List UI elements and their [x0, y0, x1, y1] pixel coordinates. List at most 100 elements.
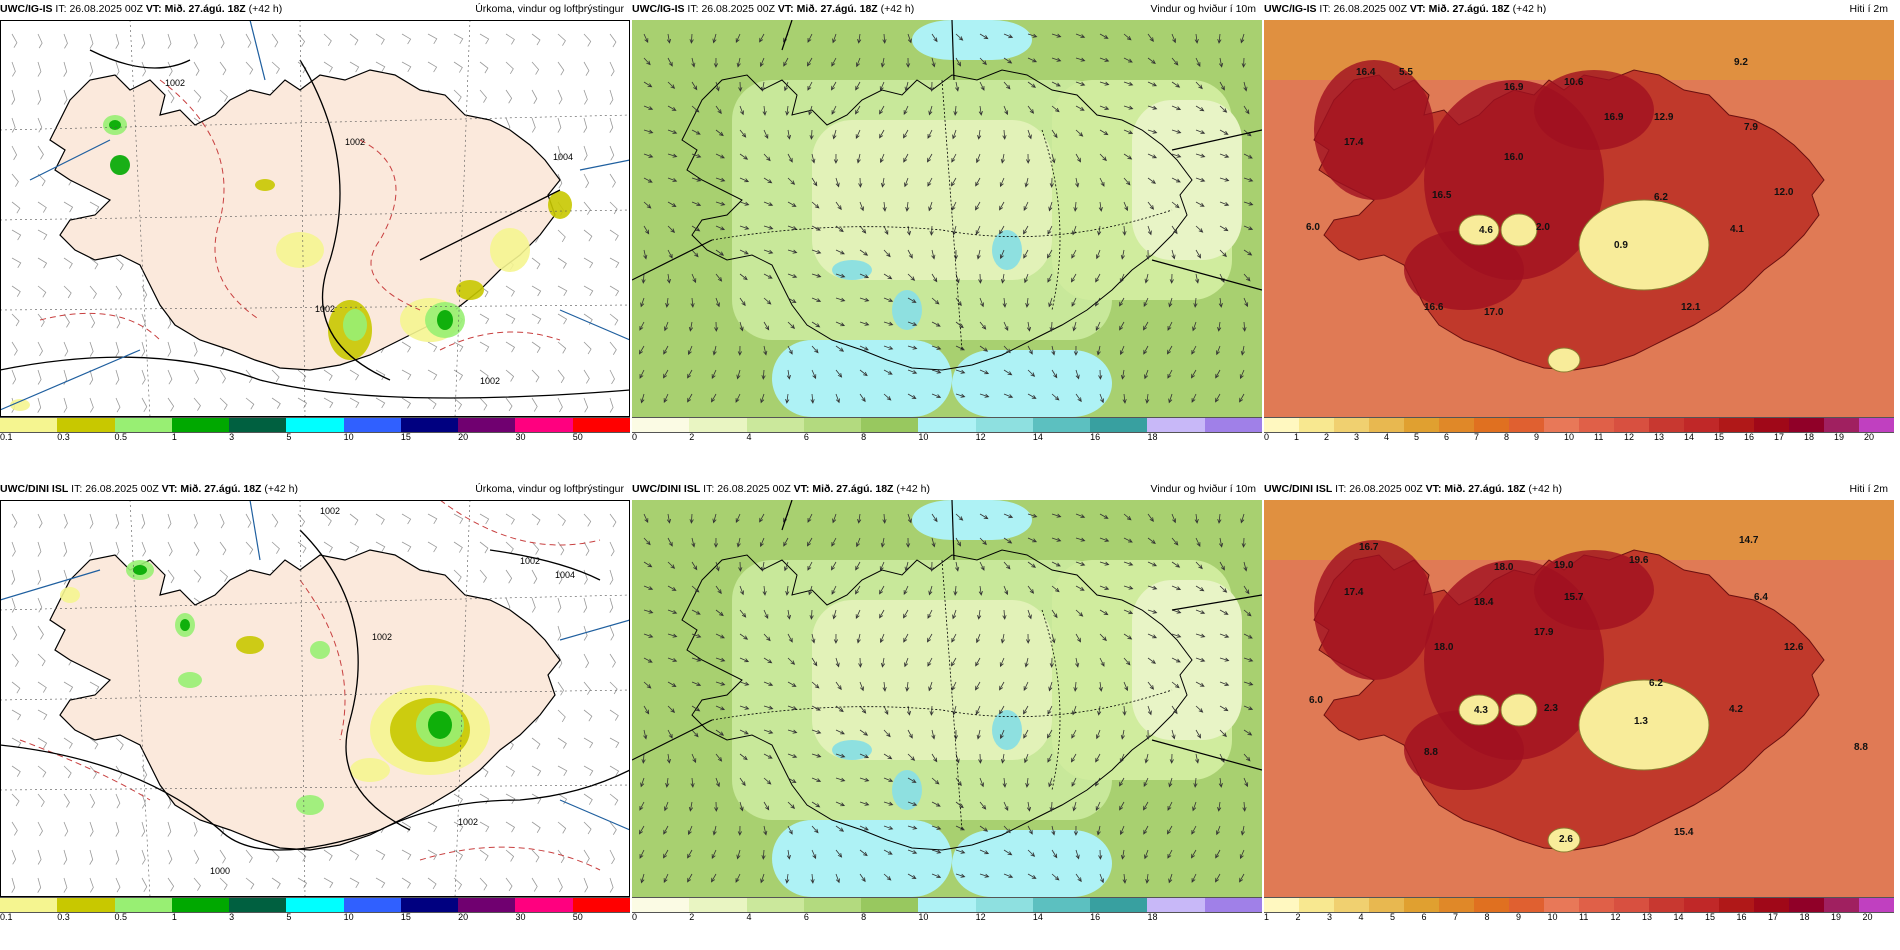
- wind-arrow: [1024, 753, 1029, 764]
- wind-arrow: [951, 681, 957, 691]
- wind-arrow: [835, 345, 845, 352]
- wind-arrow: [667, 153, 678, 158]
- wind-arrow: [859, 273, 870, 279]
- wind-arrow: [715, 225, 726, 231]
- temp-panel-dini: UWC/DINI ISL IT: 26.08.2025 00Z VT: Mið.…: [1264, 480, 1894, 940]
- wind-barb: [401, 369, 412, 381]
- colorbar-swatch: [632, 898, 690, 912]
- wind-arrow: [858, 177, 863, 188]
- wind-arrow: [1051, 57, 1062, 62]
- precip-area: [456, 280, 484, 300]
- wind-arrow: [953, 585, 958, 596]
- wind-arrow: [643, 657, 653, 663]
- wind-arrow: [835, 249, 845, 255]
- wind-arrow: [1000, 633, 1005, 644]
- wind-barb: [505, 793, 516, 805]
- wind-arrow: [787, 633, 793, 643]
- wind-barb: [115, 765, 123, 780]
- wind-barb: [557, 597, 562, 613]
- wind-barb: [583, 793, 593, 805]
- wind-arrow: [1096, 729, 1101, 740]
- wind-arrow: [1048, 297, 1053, 308]
- wind-arrow: [643, 729, 648, 740]
- wind-arrow: [1099, 129, 1109, 136]
- wind-arrow: [643, 105, 654, 111]
- colorbar-label: 12: [1610, 912, 1621, 922]
- wind-arrow: [1171, 177, 1181, 183]
- wind-arrow: [955, 849, 966, 854]
- wind-arrow: [1193, 777, 1198, 788]
- wind-arrow: [763, 129, 769, 140]
- wind-arrow: [907, 321, 918, 326]
- colorbar-label: 15: [1705, 912, 1716, 922]
- wind-barb: [63, 285, 72, 299]
- wind-arrow: [787, 681, 797, 687]
- wind-arrow: [1243, 585, 1250, 595]
- wind-barb: [37, 569, 42, 585]
- wind-barb: [37, 61, 42, 77]
- colorbar-swatch: [343, 418, 401, 432]
- wind-arrow: [976, 249, 981, 260]
- wind-arrow: [1073, 345, 1079, 356]
- temperature-label: 7.9: [1744, 122, 1758, 133]
- colorbar-label: 3: [229, 912, 235, 922]
- wind-arrow: [715, 153, 725, 159]
- colorbar-swatch: [400, 898, 459, 912]
- wind-arrow: [1027, 825, 1033, 835]
- wind-arrow: [1195, 201, 1205, 207]
- colorbar-swatch: [1204, 898, 1262, 912]
- wind-arrow: [715, 777, 720, 788]
- precip-map-svg: 1002 1002 1002 1002 1000 1004: [0, 20, 630, 417]
- colorbar-swatch: [1204, 418, 1262, 432]
- colorbar-swatch: [1264, 418, 1299, 432]
- wind-barb: [11, 737, 22, 749]
- colorbar-swatch: [1264, 898, 1299, 912]
- wind-arrow: [807, 81, 813, 91]
- wind-arrow: [715, 753, 723, 762]
- colorbar-label: 50: [572, 432, 583, 442]
- precip-map: 1002 1002 1002 1004 1000 1002: [0, 500, 630, 897]
- wind-barb: [401, 821, 412, 833]
- wind-barb: [193, 33, 198, 49]
- colorbar-label: 5: [1414, 432, 1420, 442]
- wind-barb: [557, 61, 565, 76]
- wind-arrow: [1171, 729, 1176, 740]
- wind-arrow: [955, 873, 966, 878]
- wind-barb: [167, 89, 175, 104]
- wind-arrow: [1191, 849, 1197, 859]
- temperature-label: 16.5: [1432, 190, 1452, 201]
- wind-arrow: [979, 801, 987, 810]
- wind-barb: [557, 513, 566, 526]
- wind-arrow: [879, 81, 885, 92]
- wind-arrow: [643, 705, 650, 715]
- wind-barb: [89, 681, 100, 693]
- wind-barb: [11, 877, 16, 893]
- wind-map-svg: [632, 500, 1262, 897]
- wind-barb: [427, 877, 437, 890]
- wind-barb: [531, 569, 538, 584]
- init-time: 26.08.2025 00Z: [69, 3, 143, 15]
- colorbar-label: 12: [975, 432, 986, 442]
- wind-arrow: [859, 345, 869, 351]
- wind-arrow: [835, 849, 843, 858]
- wind-arrow: [1169, 273, 1174, 284]
- wind-arrow: [763, 273, 773, 279]
- wind-arrow: [811, 849, 817, 860]
- colorbar-label: 0: [1264, 432, 1270, 442]
- wind-arrow: [1071, 729, 1077, 739]
- precip-area: [180, 619, 190, 631]
- wind-arrow: [691, 57, 696, 68]
- wind-barb: [401, 849, 412, 861]
- wind-arrow: [715, 633, 725, 639]
- wind-arrow: [715, 657, 726, 662]
- colorbar-label: 6: [803, 432, 809, 442]
- temperature-label: 4.3: [1474, 705, 1488, 716]
- wind-arrow: [883, 297, 894, 303]
- colorbar-swatch: [515, 898, 573, 912]
- colorbar-swatch: [572, 418, 630, 432]
- wind-arrow: [931, 729, 936, 740]
- wind-arrow: [1123, 513, 1132, 521]
- wind-barb: [245, 541, 254, 555]
- wind-arrow: [715, 705, 726, 711]
- wind-speed-patch: [892, 290, 922, 330]
